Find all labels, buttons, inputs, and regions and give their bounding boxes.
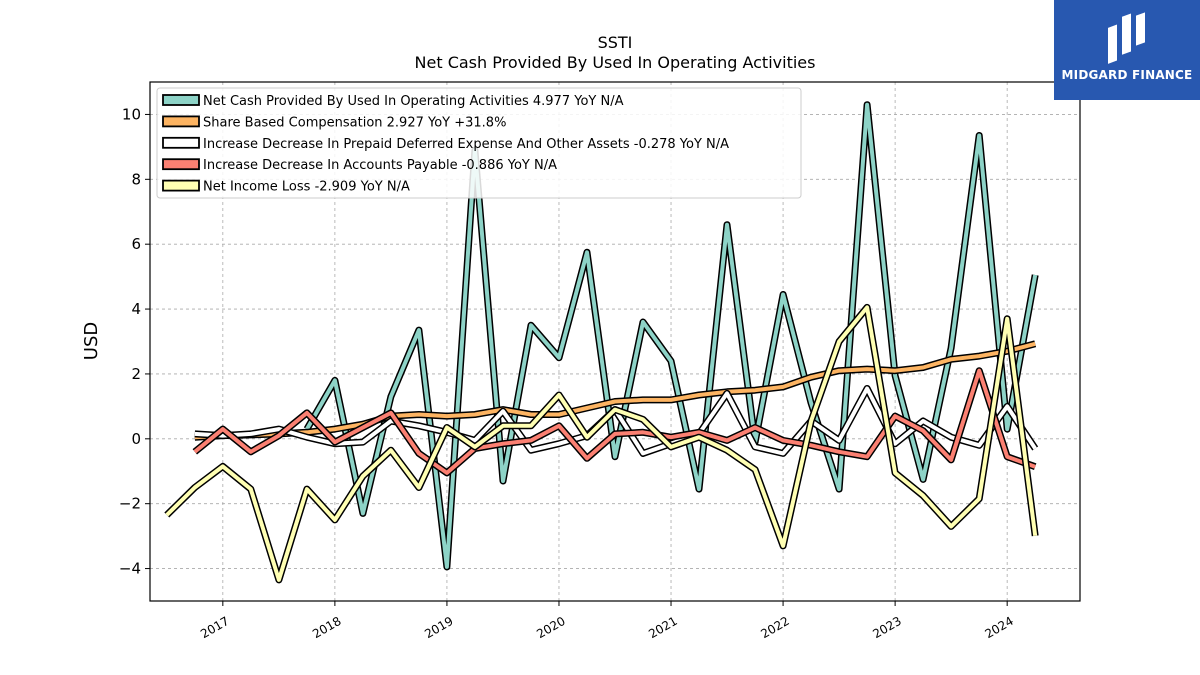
x-tick-label: 2021 — [646, 614, 679, 641]
y-tick-label: 4 — [131, 300, 141, 318]
x-tick-label: 2018 — [310, 614, 343, 641]
series-0 — [303, 101, 1039, 571]
legend-label: Net Cash Provided By Used In Operating A… — [203, 94, 624, 109]
x-tick-label: 2023 — [870, 614, 903, 641]
brand-badge: MIDGARD FINANCE — [1054, 0, 1200, 100]
legend-label: Increase Decrease In Prepaid Deferred Ex… — [203, 137, 729, 152]
legend-label: Increase Decrease In Accounts Payable -0… — [203, 158, 557, 173]
chart-title: SSTI — [598, 33, 633, 52]
y-tick-label: 6 — [131, 235, 141, 253]
y-axis-label: USD — [81, 322, 102, 360]
legend-label: Net Income Loss -2.909 YoY N/A — [203, 180, 410, 195]
midgard-logo-icon — [1108, 12, 1145, 64]
legend: Net Cash Provided By Used In Operating A… — [156, 87, 802, 199]
x-tick-label: 2022 — [758, 614, 791, 641]
x-tick-label: 2019 — [422, 614, 455, 641]
y-tick-label: 2 — [131, 365, 141, 383]
y-tick-label: 10 — [122, 105, 141, 123]
chart-subtitle: Net Cash Provided By Used In Operating A… — [415, 53, 816, 72]
series-1 — [194, 340, 1037, 441]
legend-swatch — [162, 179, 200, 192]
legend-swatch — [162, 158, 200, 171]
series-line — [194, 341, 1036, 440]
y-tick-label: −2 — [119, 495, 141, 513]
series-3 — [192, 367, 1037, 477]
series-4 — [164, 303, 1039, 584]
series-line — [305, 102, 1038, 569]
y-tick-label: −4 — [119, 560, 141, 578]
y-tick-label: 0 — [131, 430, 141, 448]
series-line — [165, 305, 1038, 582]
series-line — [193, 368, 1036, 475]
legend-swatch — [162, 115, 200, 128]
legend-swatch — [162, 94, 200, 106]
series-lines — [164, 101, 1039, 584]
plot-frame — [149, 81, 1081, 602]
y-tick-label: 8 — [131, 170, 141, 188]
x-tick-label: 2024 — [982, 614, 1015, 641]
legend-swatch — [162, 136, 200, 149]
legend-label: Share Based Compensation 2.927 YoY +31.8… — [203, 115, 506, 130]
legend-box — [156, 87, 802, 199]
brand-name: MIDGARD FINANCE — [1061, 68, 1193, 82]
x-tick-label: 2020 — [534, 614, 567, 641]
x-tick-label: 2017 — [198, 614, 231, 641]
